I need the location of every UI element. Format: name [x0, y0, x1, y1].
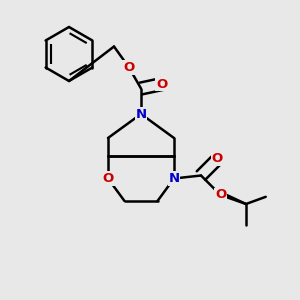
Text: O: O	[156, 77, 168, 91]
Text: O: O	[212, 152, 223, 166]
Text: O: O	[123, 61, 135, 74]
Text: O: O	[215, 188, 226, 202]
Text: N: N	[135, 107, 147, 121]
Text: N: N	[168, 172, 180, 185]
Text: O: O	[102, 172, 114, 185]
